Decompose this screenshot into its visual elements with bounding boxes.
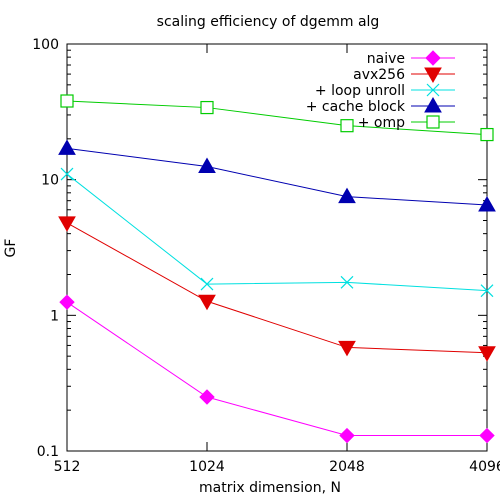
y-tick-label: 1 bbox=[50, 308, 59, 324]
data-point bbox=[59, 294, 75, 310]
legend-marker bbox=[426, 115, 440, 129]
x-tick-label: 1024 bbox=[189, 459, 225, 475]
data-point bbox=[478, 346, 496, 362]
plot-frame bbox=[66, 43, 488, 452]
data-point bbox=[200, 100, 214, 115]
data-point bbox=[60, 167, 74, 181]
series-line bbox=[66, 147, 488, 206]
data-point bbox=[60, 94, 74, 108]
x-tick-label: 4096 bbox=[469, 459, 500, 475]
legend-label: + omp bbox=[358, 115, 405, 131]
legend-entry: avx256 bbox=[353, 67, 455, 84]
y-axis-label: GF bbox=[3, 239, 19, 258]
legend-marker bbox=[424, 96, 442, 113]
series-cache-block bbox=[58, 139, 496, 212]
legend-entry: + cache block bbox=[306, 96, 455, 115]
legend-marker bbox=[426, 83, 440, 97]
data-point bbox=[340, 119, 354, 133]
series-line bbox=[66, 222, 488, 354]
data-point bbox=[340, 275, 354, 289]
series-naive bbox=[59, 294, 495, 444]
data-point bbox=[338, 340, 356, 357]
legend-label: + loop unroll bbox=[315, 83, 405, 99]
y-tick-label: 100 bbox=[32, 37, 59, 53]
series-line bbox=[66, 100, 488, 136]
series-loop-unroll bbox=[60, 167, 494, 298]
data-point bbox=[200, 277, 214, 291]
data-point bbox=[338, 187, 356, 204]
x-tick-label: 512 bbox=[54, 459, 81, 475]
legend-entry: + omp bbox=[358, 115, 455, 131]
data-point bbox=[198, 294, 216, 311]
series-lines bbox=[58, 94, 496, 444]
data-point bbox=[479, 427, 495, 444]
series-avx256 bbox=[58, 216, 496, 362]
y-tick-label: 0.1 bbox=[37, 444, 59, 460]
series-omp bbox=[60, 94, 494, 142]
data-point bbox=[339, 427, 355, 444]
legend-label: naive bbox=[367, 51, 405, 67]
y-tick-label: 10 bbox=[41, 173, 59, 189]
legend-marker bbox=[425, 50, 441, 66]
series-line bbox=[66, 301, 487, 437]
legend-entry: naive bbox=[367, 50, 455, 67]
data-point bbox=[480, 284, 494, 298]
x-axis-label: matrix dimension, N bbox=[199, 480, 341, 496]
legend-marker bbox=[424, 67, 442, 84]
x-tick-label: 2048 bbox=[329, 459, 365, 475]
data-point bbox=[58, 216, 76, 232]
axes: 0.1 1 10 100 512 1024 2048 4096 bbox=[32, 37, 500, 475]
data-point bbox=[199, 389, 215, 405]
data-point bbox=[480, 127, 494, 142]
series-line bbox=[66, 173, 488, 292]
chart-title: scaling efficiency of dgemm alg bbox=[157, 14, 380, 30]
legend-label: + cache block bbox=[306, 99, 406, 115]
data-point bbox=[58, 139, 76, 155]
data-point bbox=[198, 157, 216, 174]
data-point bbox=[478, 196, 496, 212]
legend-entry: + loop unroll bbox=[315, 83, 455, 99]
legend-label: avx256 bbox=[353, 67, 405, 83]
